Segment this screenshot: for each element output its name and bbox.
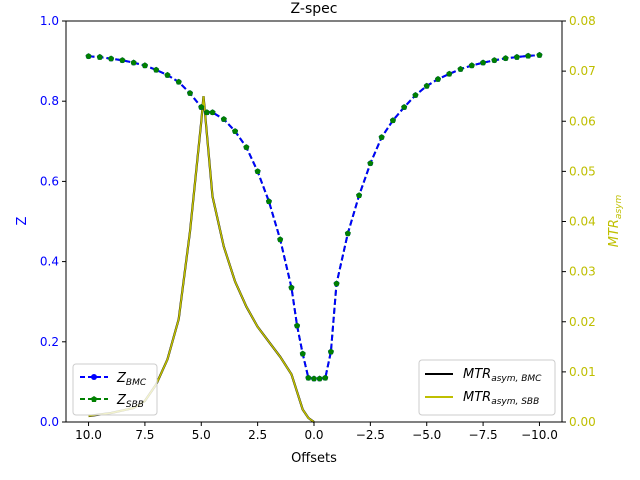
- y-axis-right-label: MTRasym: [607, 195, 624, 248]
- y-right-tick-label: 0.05: [569, 164, 596, 178]
- z-sbb-point: [322, 374, 329, 381]
- legend-z-bmc-label: ZBMC: [116, 371, 147, 388]
- z-sbb-point: [85, 53, 92, 59]
- y-axis-left-label: Z: [15, 216, 30, 225]
- z-sbb-point: [130, 59, 137, 66]
- z-sbb-point: [401, 104, 408, 110]
- y-right-tick-label: 0.00: [569, 415, 596, 429]
- z-sbb-point: [220, 116, 227, 122]
- legend-z-sbb-label: ZSBB: [116, 393, 144, 410]
- z-sbb-point: [119, 57, 126, 63]
- z-sbb-point: [299, 350, 306, 357]
- z-sbb-point: [412, 92, 419, 98]
- z-sbb-point: [203, 109, 210, 115]
- z-sbb-point: [457, 65, 464, 72]
- z-sbb-point: [367, 160, 374, 166]
- legend-z-sbb-marker: [91, 396, 97, 402]
- z-sbb-point: [389, 117, 396, 123]
- z-sbb-point: [288, 284, 295, 291]
- z-sbb-point: [153, 66, 160, 73]
- z-sbb-point: [96, 53, 103, 60]
- z-sbb-point: [525, 52, 532, 59]
- z-sbb-point: [327, 348, 334, 355]
- y-axis-right-label-main: MTR: [607, 219, 622, 247]
- y-right-tick-label: 0.08: [569, 14, 596, 28]
- z-sbb-point: [344, 230, 351, 237]
- z-sbb-point: [468, 62, 475, 69]
- x-tick-label: −5.0: [412, 428, 441, 442]
- y-left-tick-label: 0.4: [40, 255, 59, 269]
- z-sbb-point: [435, 75, 441, 82]
- y-right-tick-label: 0.07: [569, 64, 596, 78]
- z-sbb-point: [277, 236, 284, 243]
- z-sbb-point: [265, 198, 272, 204]
- z-sbb-point: [356, 192, 363, 198]
- x-tick-label: −7.5: [469, 428, 498, 442]
- legend-mtr-bmc-label: MTRasym, BMC: [463, 367, 542, 384]
- x-axis-label: Offsets: [291, 451, 337, 466]
- z-sbb-point: [536, 51, 543, 58]
- legend-mtr-sbb-label: MTRasym, SBB: [463, 390, 539, 407]
- z-sbb-point: [294, 322, 301, 329]
- z-sbb-point: [175, 78, 182, 85]
- y-left-tick-label: 0.8: [40, 94, 59, 108]
- y-right-tick-label: 0.04: [569, 215, 596, 229]
- legend-z-bmc-marker: [91, 374, 97, 380]
- y-right-tick-label: 0.06: [569, 114, 596, 128]
- legend-left-box: [72, 363, 158, 416]
- z-sbb-point: [254, 168, 261, 174]
- z-sbb-point: [164, 71, 171, 78]
- y-right-tick-label: 0.01: [569, 365, 596, 379]
- x-tick-label: 0.0: [304, 428, 323, 442]
- y-left-tick-label: 1.0: [40, 14, 59, 28]
- legend-left: ZBMC ZSBB: [72, 363, 158, 416]
- z-sbb-point: [187, 90, 193, 96]
- x-tick-label: −10.0: [521, 428, 558, 442]
- y-left-tick-label: 0.0: [40, 415, 59, 429]
- x-tick-label: −2.5: [356, 428, 385, 442]
- y-right-tick-label: 0.02: [569, 315, 596, 329]
- y-left-tick-label: 0.2: [40, 335, 59, 349]
- legend-right: MTRasym, BMC MTRasym, SBB: [418, 359, 556, 416]
- z-sbb-point: [491, 57, 498, 63]
- z-sbb-point: [198, 104, 205, 110]
- z-sbb-point: [232, 128, 239, 134]
- z-sbb-point: [513, 53, 520, 60]
- z-sbb-point: [209, 109, 216, 115]
- y-axis-right-label-sub: asym: [614, 195, 624, 220]
- z-sbb-point: [108, 55, 115, 62]
- x-tick-label: 2.5: [248, 428, 267, 442]
- z-sbb-point: [316, 375, 323, 382]
- z-sbb-point: [423, 82, 430, 89]
- x-tick-label: 5.0: [192, 428, 211, 442]
- z-sbb-point: [243, 144, 250, 150]
- z-sbb-point: [305, 374, 312, 381]
- z-sbb-point: [333, 280, 340, 287]
- plot-background: [66, 21, 562, 422]
- z-sbb-point: [502, 55, 509, 61]
- x-tick-label: 7.5: [135, 428, 154, 442]
- y-right-tick-label: 0.03: [569, 265, 596, 279]
- z-sbb-point: [480, 59, 487, 66]
- y-left-tick-label: 0.6: [40, 174, 59, 188]
- z-sbb-point: [446, 70, 453, 77]
- x-tick-label: 10.0: [75, 428, 102, 442]
- z-sbb-point: [141, 62, 148, 69]
- z-sbb-point: [378, 134, 385, 140]
- z-sbb-point: [311, 375, 317, 382]
- chart-title: Z-spec: [291, 1, 338, 17]
